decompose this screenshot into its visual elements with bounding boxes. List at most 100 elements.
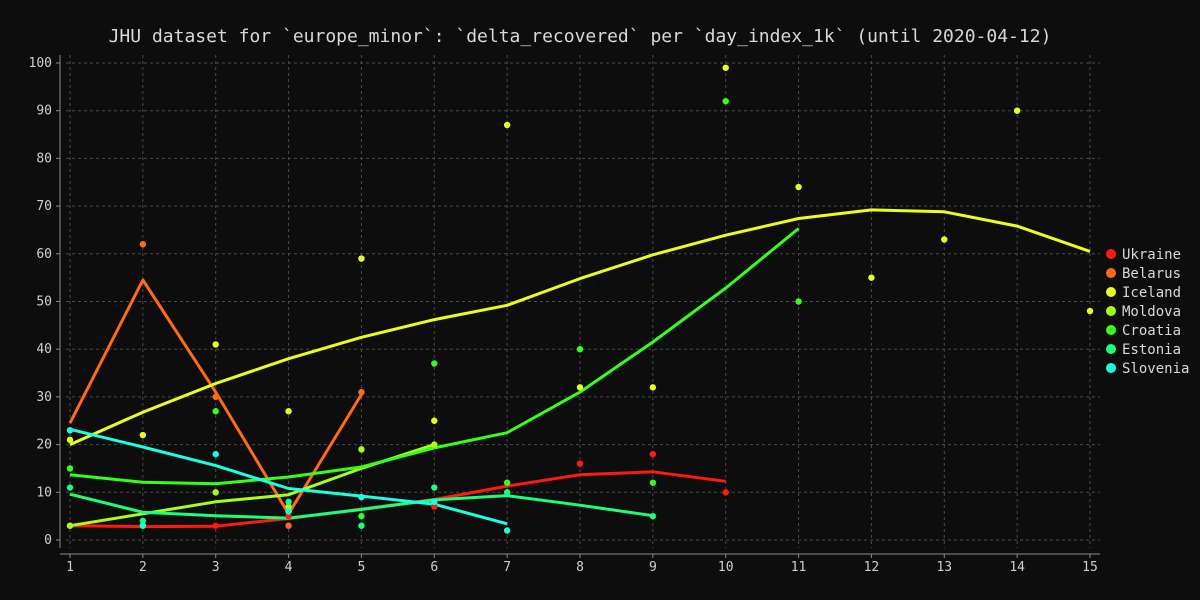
y-tick-label: 40: [36, 342, 52, 357]
chart-title: JHU dataset for `europe_minor`: `delta_r…: [109, 26, 1052, 47]
y-tick-label: 80: [36, 151, 52, 166]
x-tick-label: 8: [576, 560, 584, 575]
legend-label-croatia: Croatia: [1122, 323, 1181, 339]
y-tick-label: 50: [36, 295, 52, 310]
point-estonia: [139, 517, 147, 525]
point-croatia: [66, 465, 74, 472]
legend: Ukraine Belarus Iceland Moldova Croatia Eston…: [1106, 247, 1189, 377]
point-iceland: [576, 384, 584, 391]
point-iceland: [722, 64, 729, 71]
point-slovenia: [139, 522, 147, 529]
trend-line-moldova: [69, 443, 435, 528]
legend-label-estonia: Estonia: [1122, 342, 1181, 358]
point-slovenia: [285, 508, 292, 515]
point-iceland: [868, 274, 875, 281]
point-slovenia: [431, 498, 438, 506]
trend-lines: [68, 208, 1091, 529]
point-belarus: [139, 241, 147, 248]
point-ukraine: [285, 512, 292, 520]
legend-label-moldova: Moldova: [1122, 304, 1181, 320]
x-tick-label: 4: [285, 560, 293, 575]
legend-label-ukraine: Ukraine: [1122, 247, 1181, 263]
point-estonia: [66, 484, 74, 491]
x-tick-label: 2: [139, 560, 147, 575]
point-estonia: [358, 522, 365, 529]
point-moldova: [285, 503, 292, 510]
y-tick-label: 10: [36, 485, 52, 500]
legend-label-slovenia: Slovenia: [1122, 361, 1189, 377]
point-croatia: [649, 479, 657, 486]
point-iceland: [212, 341, 219, 348]
point-belarus: [285, 522, 292, 529]
y-tick-label: 0: [44, 533, 52, 548]
point-moldova: [358, 446, 365, 453]
point-iceland: [285, 408, 292, 415]
point-croatia: [503, 479, 511, 486]
point-croatia: [576, 346, 584, 353]
trend-line-iceland: [69, 208, 1091, 446]
point-ukraine: [431, 503, 438, 510]
x-tick-label: 10: [718, 560, 734, 575]
legend-marker-belarus: [1106, 268, 1116, 278]
point-croatia: [358, 512, 365, 520]
point-iceland: [1013, 107, 1021, 114]
point-iceland: [431, 417, 438, 424]
x-tick-label: 1: [66, 560, 74, 575]
point-ukraine: [212, 522, 219, 529]
grid: [66, 55, 1100, 548]
point-iceland: [66, 436, 74, 444]
legend-marker-estonia: [1106, 344, 1116, 354]
point-estonia: [285, 498, 292, 506]
point-estonia: [431, 484, 438, 491]
y-tick-label: 20: [36, 438, 52, 453]
point-moldova: [66, 522, 74, 529]
trend-line-croatia: [69, 227, 800, 486]
legend-label-belarus: Belarus: [1122, 266, 1181, 282]
x-tick-label: 11: [791, 560, 807, 575]
y-tick-label: 30: [36, 390, 52, 405]
x-tick-label: 7: [503, 560, 511, 575]
x-tick-label: 3: [212, 560, 220, 575]
point-ukraine: [722, 489, 729, 496]
legend-label-iceland: Iceland: [1122, 285, 1181, 301]
x-tick-label: 5: [358, 560, 366, 575]
y-tick-label: 70: [36, 199, 52, 214]
legend-marker-moldova: [1106, 306, 1116, 316]
y-tick-label: 100: [29, 56, 52, 71]
point-moldova: [431, 441, 438, 448]
trend-line-estonia: [69, 492, 654, 520]
point-moldova: [212, 489, 219, 496]
x-tick-label: 13: [936, 560, 952, 575]
x-tick-label: 9: [649, 560, 657, 575]
point-belarus: [212, 393, 219, 401]
x-tick-label: 15: [1082, 560, 1098, 575]
point-iceland: [139, 431, 147, 439]
point-iceland: [941, 236, 948, 243]
point-slovenia: [503, 527, 511, 534]
legend-marker-ukraine: [1106, 249, 1116, 259]
point-croatia: [212, 408, 219, 415]
point-ukraine: [576, 460, 584, 467]
point-slovenia: [358, 493, 365, 501]
legend-marker-croatia: [1106, 325, 1116, 335]
x-tick-label: 12: [864, 560, 880, 575]
x-tick-label: 6: [430, 560, 438, 575]
point-iceland: [649, 384, 657, 391]
point-iceland: [503, 121, 511, 129]
point-iceland: [795, 183, 802, 191]
y-tick-label: 90: [36, 104, 52, 119]
point-iceland: [358, 255, 365, 262]
point-slovenia: [212, 450, 219, 458]
point-croatia: [795, 298, 802, 305]
point-estonia: [649, 512, 657, 520]
point-croatia: [431, 360, 438, 367]
point-slovenia: [66, 427, 74, 434]
legend-marker-iceland: [1106, 287, 1116, 297]
point-croatia: [722, 97, 729, 105]
point-iceland: [1086, 307, 1094, 315]
point-belarus: [358, 388, 365, 396]
legend-marker-slovenia: [1106, 363, 1116, 373]
